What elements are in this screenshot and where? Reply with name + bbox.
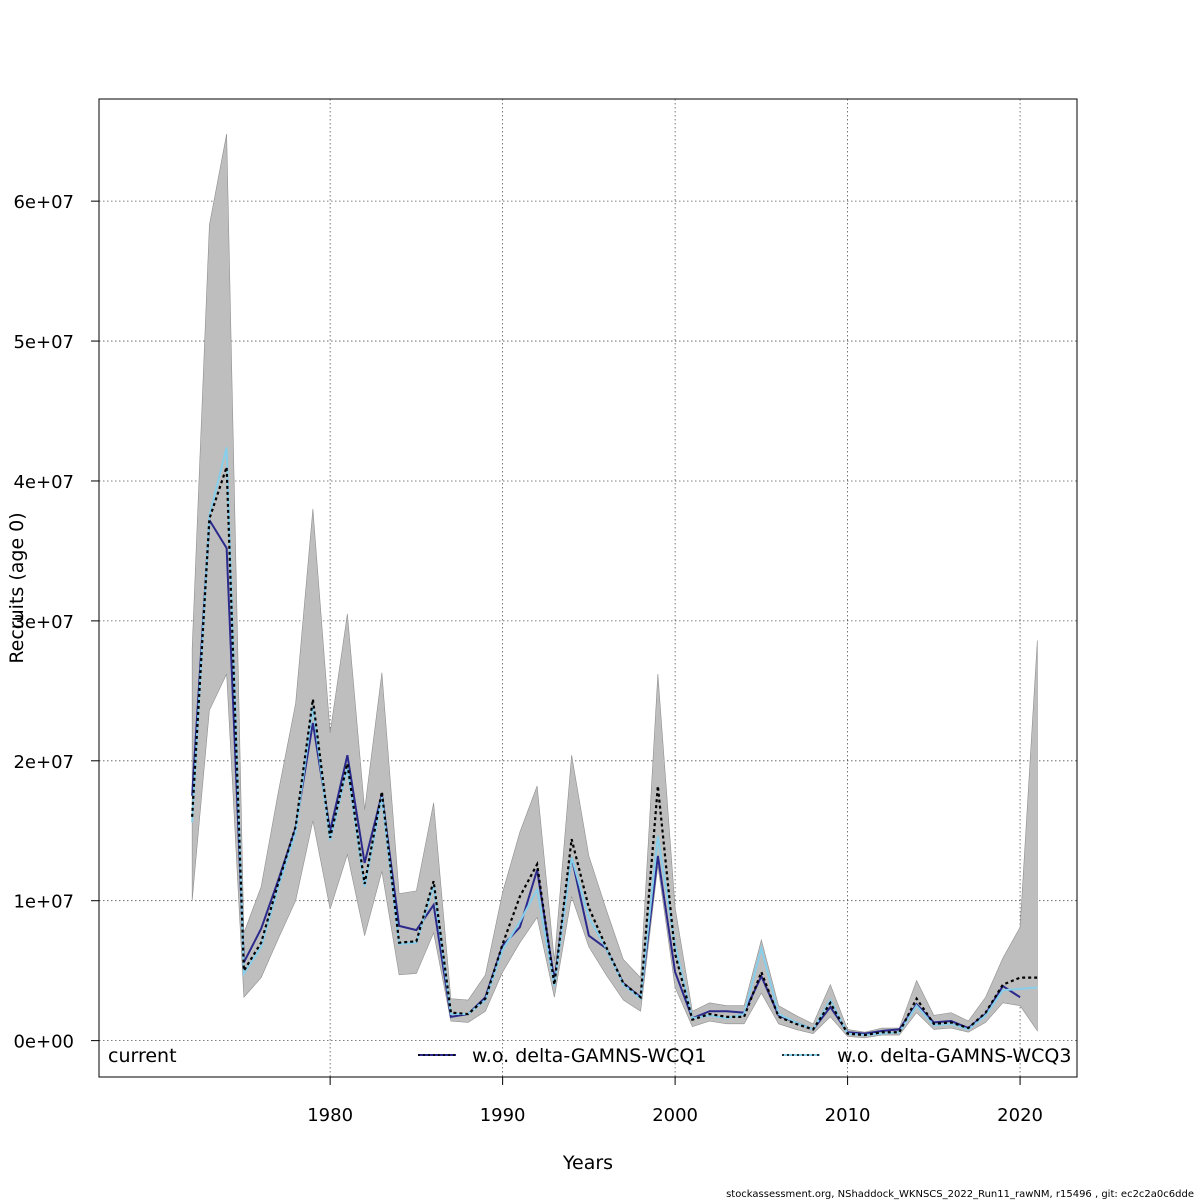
y-tick-label: 0e+00 <box>13 1032 74 1053</box>
x-tick-label: 2000 <box>652 1105 698 1126</box>
y-tick-label: 1e+07 <box>13 892 74 913</box>
legend-label: current <box>108 1045 177 1067</box>
x-tick-label: 1990 <box>480 1105 526 1126</box>
legend-label: w.o. delta-GAMNS-WCQ3 <box>837 1045 1071 1067</box>
x-axis-title: Years <box>562 1152 613 1174</box>
axes: 1980 1990 2000 2010 2020 0e+00 1e+07 2e+07 3e+07… <box>13 192 1043 1126</box>
series-line-current <box>191 466 1038 1037</box>
legend-label: w.o. delta-GAMNS-WCQ1 <box>472 1045 706 1067</box>
confidence-band <box>191 133 1038 1039</box>
y-axis-title: Recruits (age 0) <box>6 512 28 663</box>
plot-frame <box>98 98 1078 1078</box>
y-tick-label: 5e+07 <box>13 332 74 353</box>
legend: current w.o. delta-GAMNS-WCQ1 w.o. delta-G… <box>108 1045 1071 1067</box>
y-tick-label: 2e+07 <box>13 752 74 773</box>
series-lines <box>191 447 1038 1037</box>
x-tick-label: 1980 <box>307 1105 353 1126</box>
x-tick-label: 2020 <box>997 1105 1043 1126</box>
confidence-band-area <box>191 133 1038 1039</box>
y-tick-label: 3e+07 <box>13 612 74 633</box>
y-tick-label: 6e+07 <box>13 192 74 213</box>
x-tick-label: 2010 <box>825 1105 871 1126</box>
y-tick-label: 4e+07 <box>13 472 74 493</box>
footer-text: stockassessment.org, NShaddock_WKNSCS_20… <box>726 1189 1194 1200</box>
